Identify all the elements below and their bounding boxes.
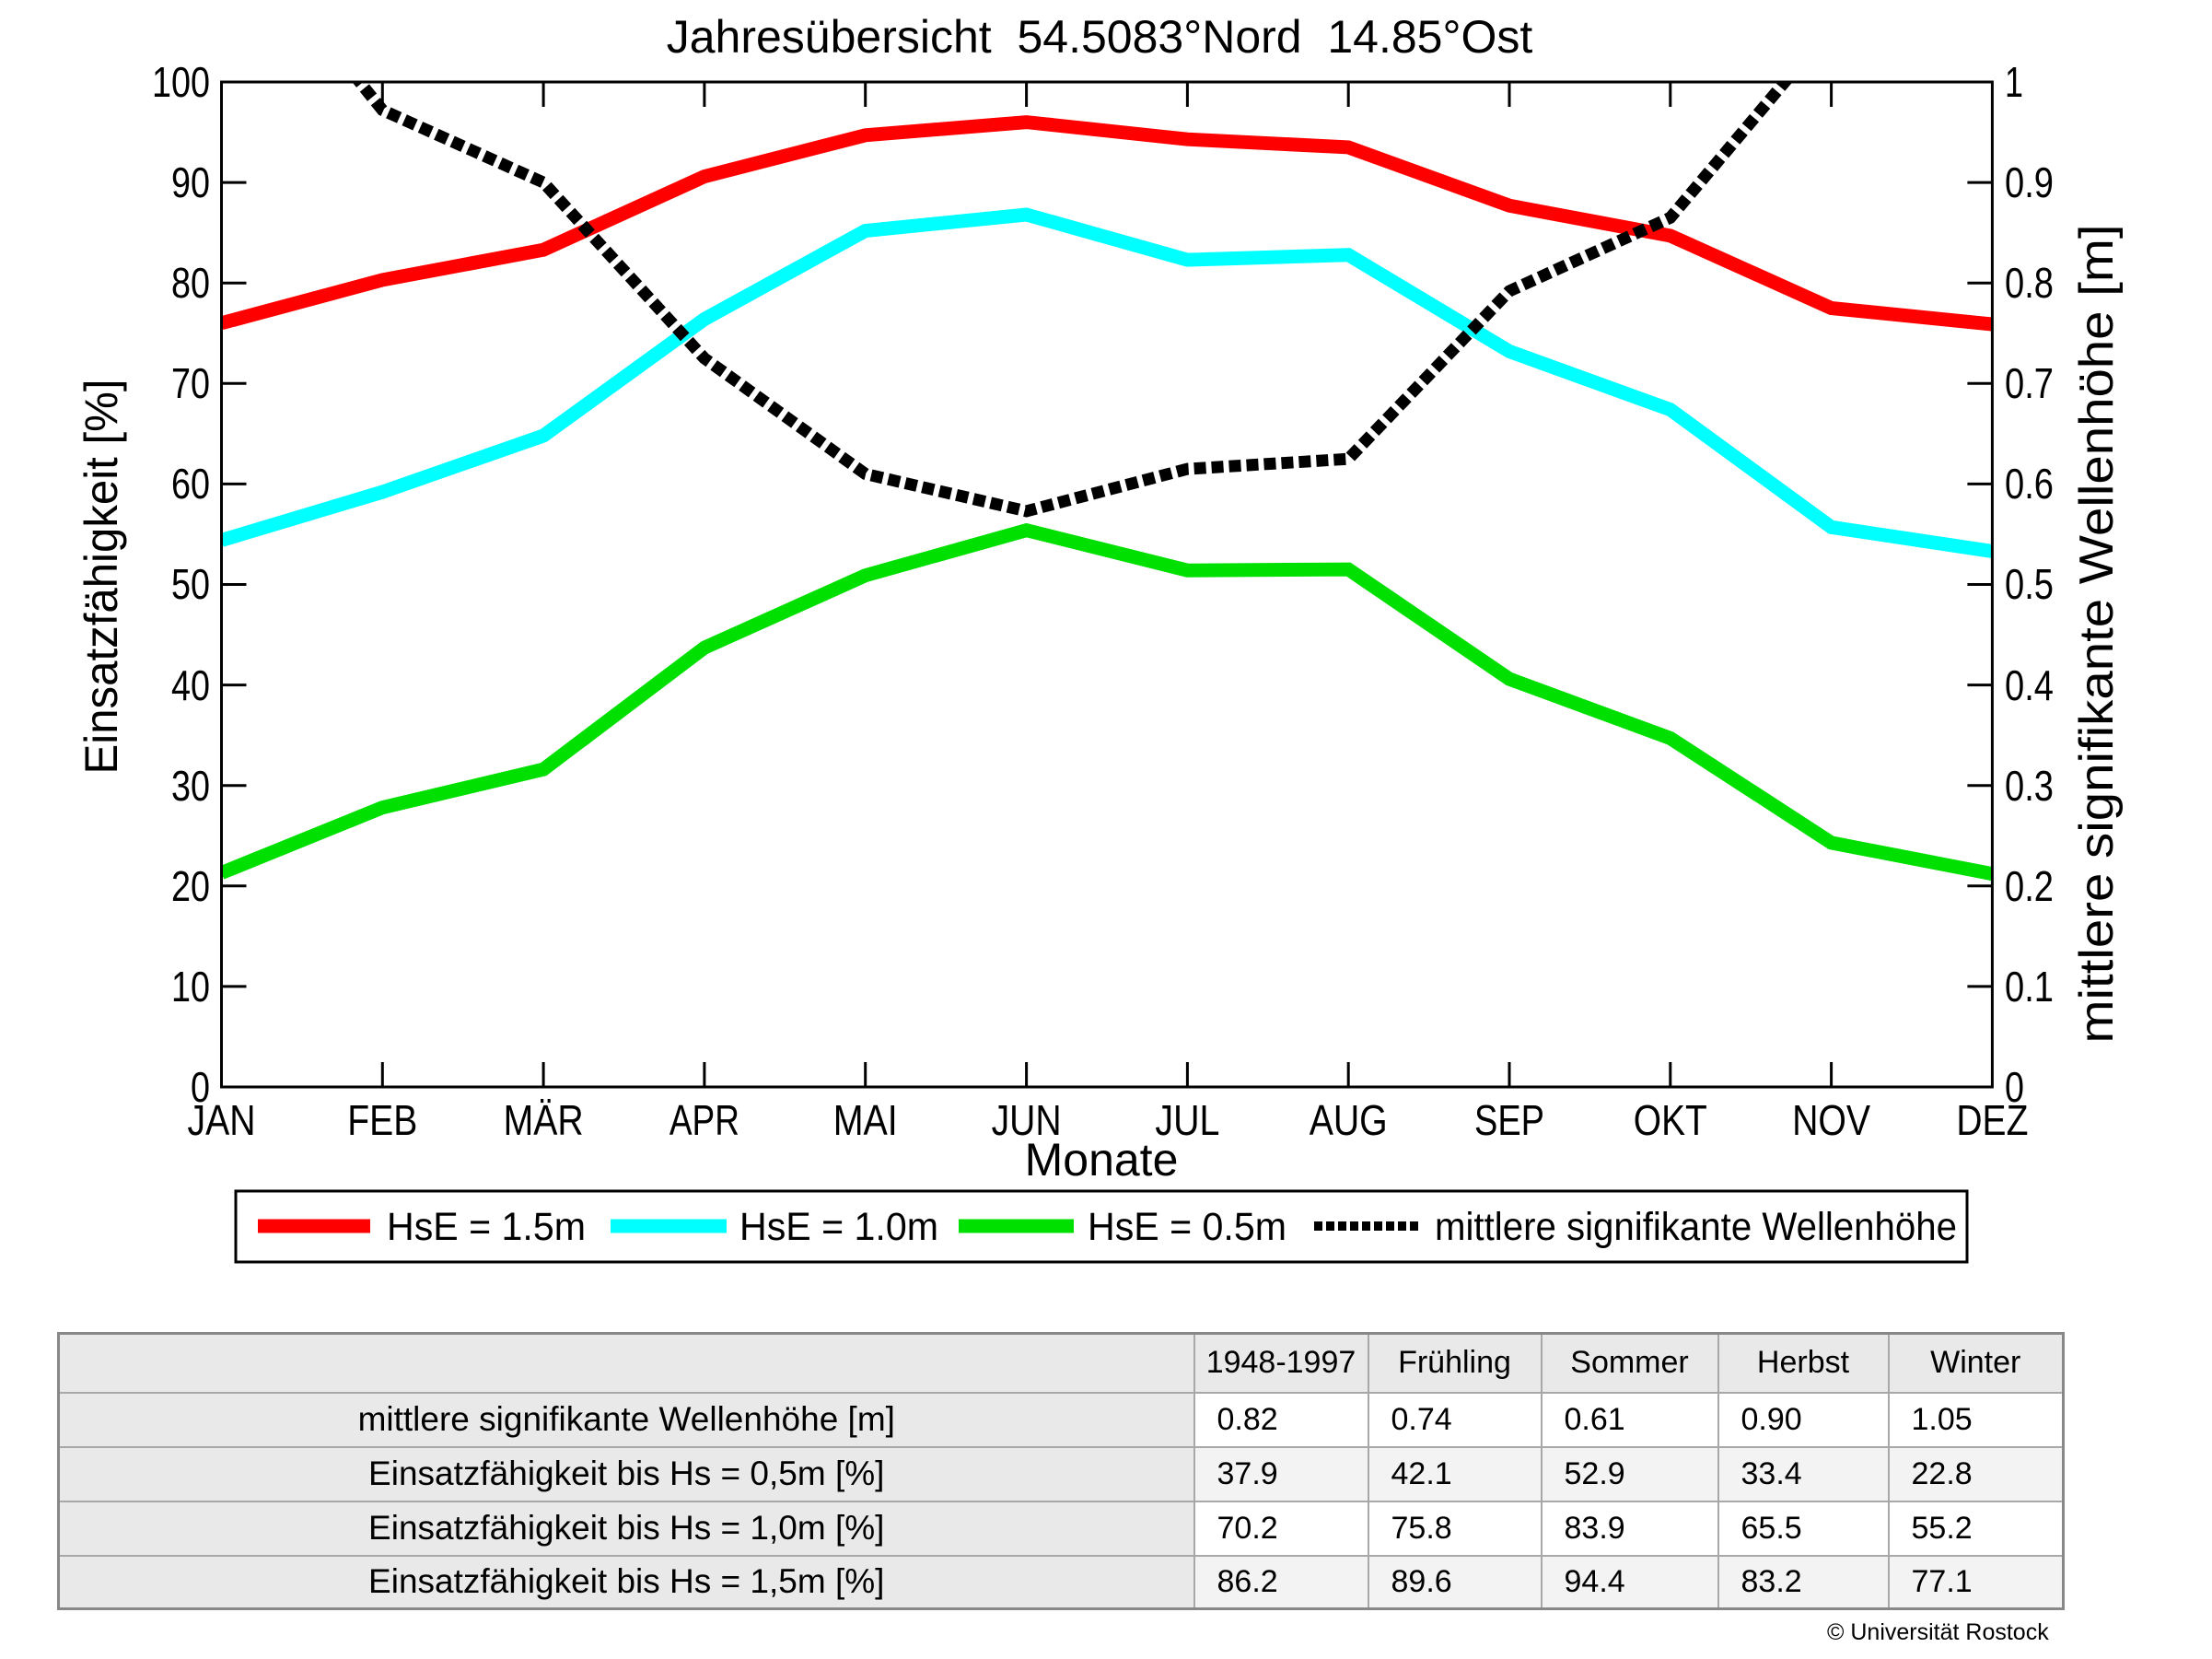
svg-text:0.3: 0.3 — [2005, 762, 2054, 810]
svg-text:60: 60 — [171, 460, 210, 508]
svg-text:JAN: JAN — [188, 1096, 256, 1144]
svg-text:OKT: OKT — [1634, 1096, 1707, 1144]
svg-text:0: 0 — [191, 1063, 210, 1111]
svg-text:30: 30 — [171, 762, 210, 810]
svg-text:100: 100 — [152, 58, 210, 106]
svg-text:mittlere signifikante Wellenhö: mittlere signifikante Wellenhöhe [m] — [2070, 225, 2124, 1044]
svg-text:0.1: 0.1 — [2005, 963, 2054, 1011]
svg-text:SEP: SEP — [1474, 1096, 1544, 1144]
svg-text:Monate: Monate — [1025, 1134, 1179, 1186]
svg-text:0.7: 0.7 — [2005, 359, 2054, 407]
svg-text:HsE = 0.5m: HsE = 0.5m — [1088, 1205, 1286, 1249]
svg-text:DEZ: DEZ — [1956, 1096, 2028, 1144]
svg-text:0.9: 0.9 — [2005, 158, 2054, 206]
svg-text:80: 80 — [171, 259, 210, 307]
svg-text:AUG: AUG — [1310, 1096, 1388, 1144]
svg-text:Jahresübersicht 54.5083°Nord: Jahresübersicht 54.5083°Nord 14.85°Ost — [667, 11, 1533, 63]
svg-text:HsE = 1.0m: HsE = 1.0m — [739, 1205, 938, 1249]
svg-text:0.6: 0.6 — [2005, 460, 2054, 508]
svg-text:1: 1 — [2005, 58, 2023, 106]
svg-text:0.4: 0.4 — [2005, 661, 2054, 709]
svg-text:FEB: FEB — [347, 1096, 417, 1144]
svg-text:Einsatzfähigkeit [%]: Einsatzfähigkeit [%] — [76, 380, 127, 775]
svg-text:40: 40 — [171, 661, 210, 709]
svg-text:50: 50 — [171, 560, 210, 608]
svg-text:10: 10 — [171, 963, 210, 1011]
svg-text:MÄR: MÄR — [504, 1096, 584, 1144]
svg-text:0.2: 0.2 — [2005, 862, 2054, 910]
svg-text:JUN: JUN — [992, 1096, 1062, 1144]
svg-text:0.5: 0.5 — [2005, 560, 2054, 608]
svg-text:70: 70 — [171, 359, 210, 407]
svg-text:APR: APR — [669, 1096, 739, 1144]
svg-text:0: 0 — [2005, 1063, 2024, 1111]
svg-text:0.8: 0.8 — [2005, 259, 2054, 307]
svg-text:90: 90 — [171, 158, 210, 206]
svg-text:MAI: MAI — [833, 1096, 898, 1144]
svg-text:20: 20 — [171, 862, 210, 910]
svg-text:HsE = 1.5m: HsE = 1.5m — [387, 1205, 586, 1249]
svg-text:NOV: NOV — [1792, 1096, 1870, 1144]
svg-text:mittlere signifikante Wellenhö: mittlere signifikante Wellenhöhe — [1435, 1205, 1957, 1249]
svg-text:JUL: JUL — [1155, 1096, 1219, 1144]
